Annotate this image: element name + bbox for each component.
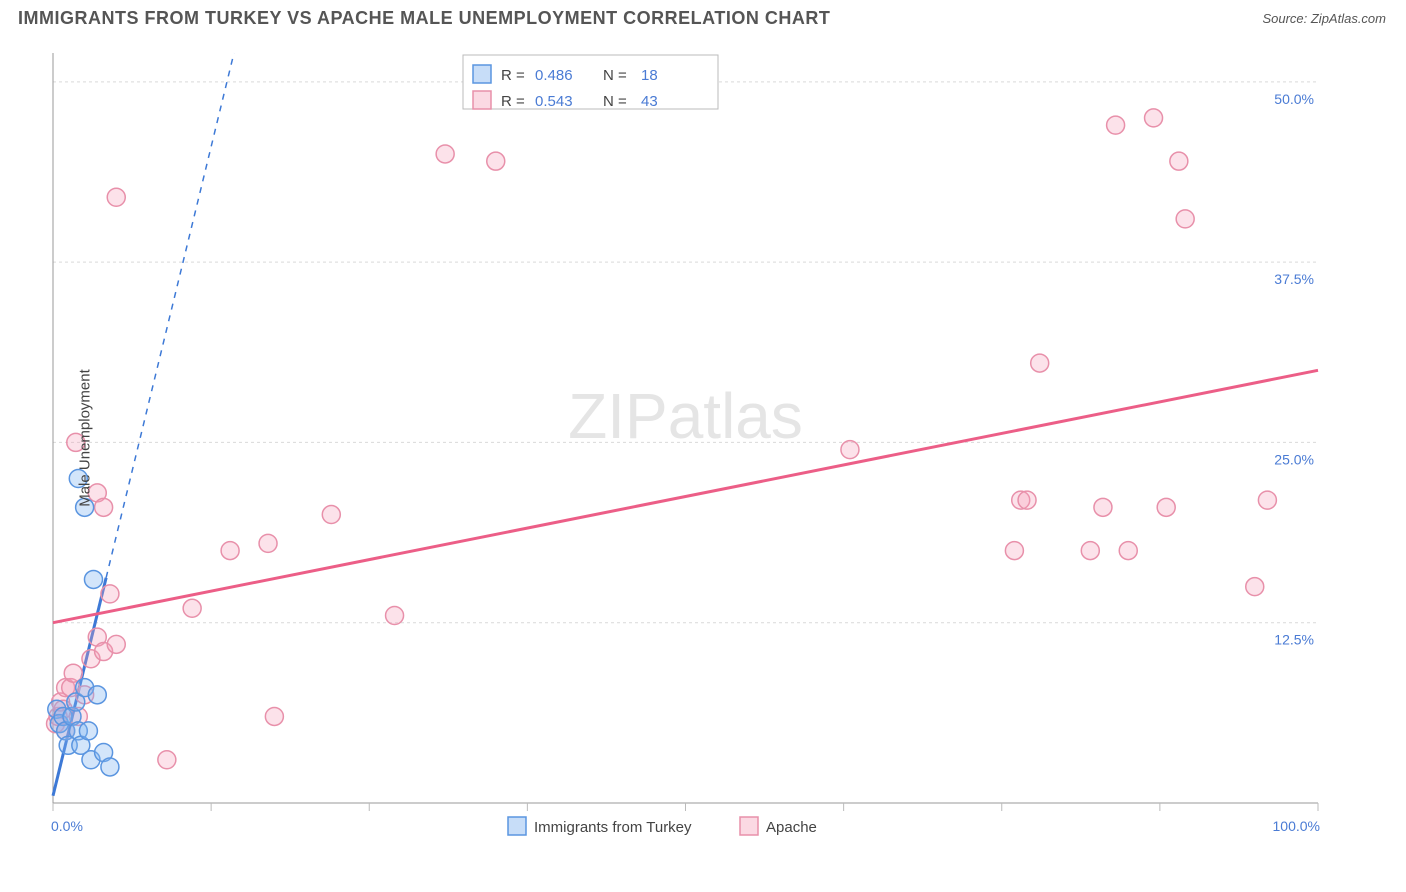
chart-container: Male Unemployment 12.5% 25.0% 37.5% 50.0% 0.…: [18, 33, 1388, 843]
point-turkey: [84, 570, 102, 588]
point-apache: [265, 707, 283, 725]
point-turkey: [101, 758, 119, 776]
y-tick-label: 50.0%: [1274, 91, 1314, 107]
legend-r-value: 0.486: [535, 67, 573, 84]
legend-n-label: N =: [603, 67, 627, 84]
bottom-legend-label: Apache: [766, 819, 817, 836]
legend-n-value: 43: [641, 93, 658, 110]
point-apache: [322, 506, 340, 524]
point-apache: [1246, 578, 1264, 596]
chart-header: IMMIGRANTS FROM TURKEY VS APACHE MALE UN…: [0, 0, 1406, 33]
point-apache: [1031, 354, 1049, 372]
point-apache: [107, 635, 125, 653]
y-tick-label: 12.5%: [1274, 632, 1314, 648]
point-apache: [1081, 542, 1099, 560]
y-tick-label: 25.0%: [1274, 451, 1314, 467]
bottom-legend-swatch: [740, 817, 758, 835]
y-axis-label: Male Unemployment: [76, 369, 93, 507]
point-apache: [1119, 542, 1137, 560]
legend-n-value: 18: [641, 67, 658, 84]
legend-swatch: [473, 91, 491, 109]
point-apache: [101, 585, 119, 603]
watermark: ZIPatlas: [568, 380, 803, 452]
point-apache: [841, 441, 859, 459]
trend-line-turkey-extrap: [106, 53, 234, 578]
point-apache: [95, 498, 113, 516]
x-tick-label: 0.0%: [51, 818, 83, 834]
legend-r-value: 0.543: [535, 93, 573, 110]
point-apache: [487, 152, 505, 170]
point-apache: [436, 145, 454, 163]
point-apache: [1170, 152, 1188, 170]
chart-title: IMMIGRANTS FROM TURKEY VS APACHE MALE UN…: [18, 8, 830, 29]
point-apache: [1005, 542, 1023, 560]
point-turkey: [79, 722, 97, 740]
legend-swatch: [473, 65, 491, 83]
x-tick-label: 100.0%: [1273, 818, 1320, 834]
point-apache: [386, 607, 404, 625]
point-apache: [1145, 109, 1163, 127]
point-apache: [1018, 491, 1036, 509]
bottom-legend-label: Immigrants from Turkey: [534, 819, 692, 836]
point-apache: [1157, 498, 1175, 516]
point-apache: [1258, 491, 1276, 509]
point-apache: [259, 534, 277, 552]
legend-n-label: N =: [603, 93, 627, 110]
scatter-chart: 12.5% 25.0% 37.5% 50.0% 0.0% 100.0% ZIPatlas R …: [18, 33, 1358, 843]
point-apache: [158, 751, 176, 769]
chart-source: Source: ZipAtlas.com: [1262, 11, 1386, 26]
point-turkey: [88, 686, 106, 704]
legend-r-label: R =: [501, 93, 525, 110]
point-apache: [1176, 210, 1194, 228]
point-apache: [183, 599, 201, 617]
legend-r-label: R =: [501, 67, 525, 84]
point-apache: [107, 188, 125, 206]
point-apache: [1094, 498, 1112, 516]
y-tick-label: 37.5%: [1274, 271, 1314, 287]
point-apache: [221, 542, 239, 560]
bottom-legend-swatch: [508, 817, 526, 835]
point-apache: [1107, 116, 1125, 134]
